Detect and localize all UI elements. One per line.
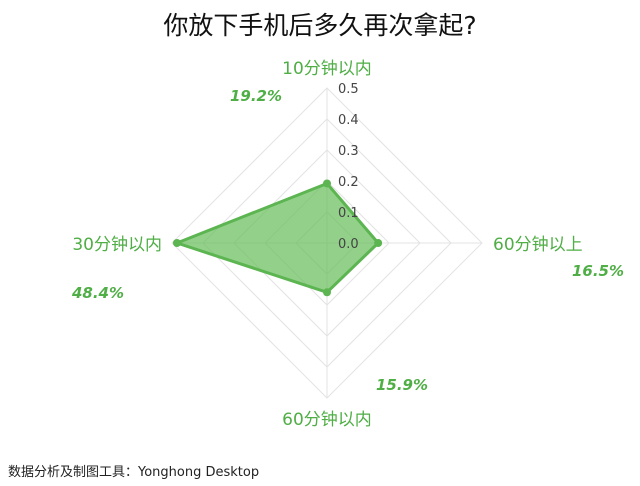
chart-title: 你放下手机后多久再次拿起? [163,11,477,40]
radial-tick-label: 0.1 [338,206,359,221]
radial-tick-label: 0.4 [338,113,359,128]
category-label: 60分钟以内 [282,410,372,430]
value-labels: 19.2% 16.5% 15.9% 48.4% [71,87,624,394]
footer-credit: 数据分析及制图工具：Yonghong Desktop [8,465,260,480]
value-label: 48.4% [71,284,124,302]
category-labels: 10分钟以内 60分钟以上 60分钟以内 30分钟以内 [72,59,582,430]
value-label: 19.2% [230,87,282,105]
category-label: 10分钟以内 [282,59,372,79]
data-point [323,179,331,188]
category-label: 30分钟以内 [72,235,162,255]
radial-tick-label: 0.3 [338,144,359,159]
data-point [374,239,383,247]
radar-area-group [172,179,383,297]
data-point [172,239,181,247]
data-point [323,288,331,297]
radial-tick-label: 0.0 [338,237,359,252]
value-label: 15.9% [376,376,428,394]
radial-tick-labels: 0.0 0.1 0.2 0.3 0.4 0.5 [338,82,359,252]
value-label: 16.5% [572,262,624,280]
radial-tick-label: 0.2 [338,175,359,190]
category-label: 60分钟以上 [493,235,583,255]
radial-tick-label: 0.5 [338,82,359,97]
